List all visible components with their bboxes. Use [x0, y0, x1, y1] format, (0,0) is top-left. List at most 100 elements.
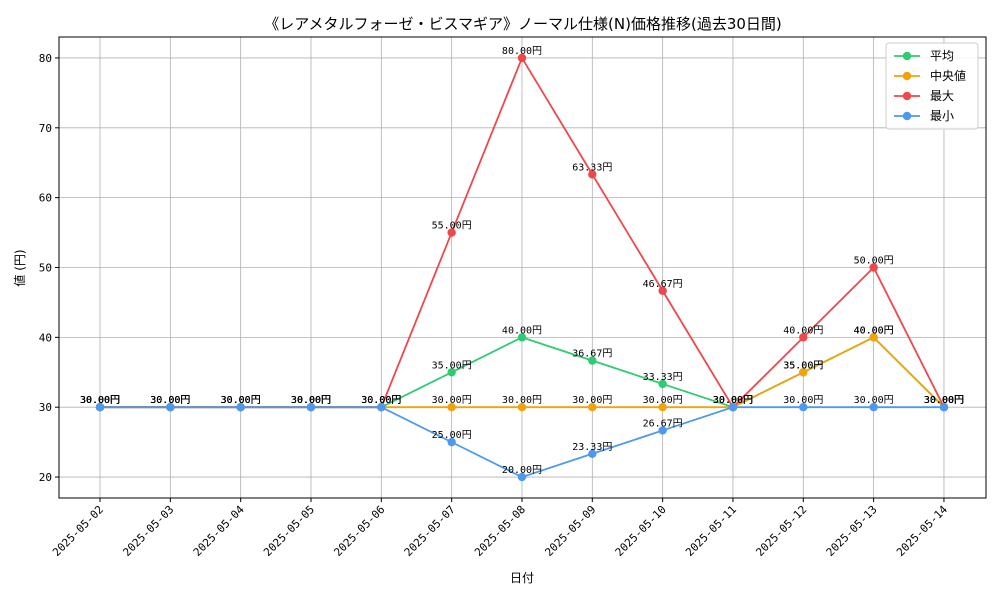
data-point — [447, 228, 456, 237]
y-tick-label: 50 — [39, 262, 52, 275]
data-point — [377, 402, 386, 412]
data-label: 30.00円 — [713, 395, 753, 406]
x-tick-label: 2025-05-04 — [191, 503, 247, 559]
data-point — [517, 402, 527, 412]
data-point — [658, 402, 667, 412]
data-point — [799, 402, 808, 412]
data-point — [447, 402, 456, 412]
x-axis-label: 日付 — [510, 571, 534, 585]
data-label: 30.00円 — [150, 395, 190, 406]
data-label: 30.00円 — [643, 395, 683, 406]
data-label: 30.00円 — [854, 395, 894, 406]
data-label: 30.00円 — [150, 395, 190, 406]
data-point — [728, 402, 738, 412]
data-label: 35.00円 — [783, 360, 823, 371]
data-label: 35.00円 — [783, 360, 823, 371]
data-point — [869, 263, 878, 272]
data-label: 55.00円 — [432, 221, 472, 232]
data-point — [588, 402, 597, 412]
x-tick-label: 2025-05-13 — [824, 503, 880, 559]
data-label: 30.00円 — [924, 395, 964, 406]
data-label: 20.00円 — [502, 465, 542, 476]
data-label: 30.00円 — [291, 395, 331, 406]
data-label: 23.33円 — [572, 442, 612, 453]
data-label: 80.00円 — [502, 46, 542, 57]
x-tick-label: 2025-05-06 — [331, 503, 387, 559]
data-label: 30.00円 — [713, 395, 753, 406]
data-label: 30.00円 — [572, 395, 612, 406]
legend-entry: 中央値 — [930, 68, 966, 83]
data-point — [939, 402, 949, 412]
data-point — [447, 437, 456, 447]
data-labels: 30.00円 30.00円 30.00円 30.00円 30.00円 35.00円 40.0… — [80, 46, 964, 476]
data-label: 30.00円 — [361, 395, 401, 406]
y-axis-ticks: 20 30 40 50 60 70 80 — [39, 52, 59, 484]
x-tick-label: 2025-05-14 — [894, 503, 950, 559]
data-point — [95, 402, 105, 412]
data-label: 50.00円 — [854, 256, 894, 267]
x-tick-label: 2025-05-12 — [753, 503, 809, 559]
data-label: 40.00円 — [854, 325, 894, 336]
data-point — [658, 426, 667, 435]
y-tick-label: 40 — [39, 331, 52, 344]
x-tick-label: 2025-05-05 — [261, 503, 317, 559]
data-point — [799, 333, 808, 342]
x-tick-label: 2025-05-07 — [402, 503, 458, 559]
legend-box — [885, 42, 979, 130]
data-label: 63.33円 — [572, 162, 612, 173]
x-tick-label: 2025-05-10 — [613, 503, 669, 559]
data-label: 30.00円 — [150, 395, 190, 406]
data-label: 30.00円 — [361, 395, 401, 406]
x-axis-ticks: 2025-05-02 2025-05-03 2025-05-04 2025-05-05… — [50, 498, 950, 559]
x-tick-label: 2025-05-03 — [120, 503, 176, 559]
data-point — [447, 368, 456, 377]
y-tick-label: 70 — [39, 122, 52, 135]
y-tick-label: 80 — [39, 52, 52, 65]
data-point — [236, 402, 245, 412]
data-label: 30.00円 — [361, 395, 401, 406]
legend-entry: 最大 — [930, 89, 954, 103]
data-label: 30.00円 — [221, 395, 261, 406]
data-point — [799, 368, 808, 377]
data-label: 36.67円 — [572, 349, 612, 360]
legend-swatch-marker — [902, 51, 912, 61]
data-label: 30.00円 — [291, 395, 331, 406]
data-label: 30.00円 — [291, 395, 331, 406]
legend-swatch-marker — [902, 71, 912, 81]
data-label: 30.00円 — [80, 395, 120, 406]
data-label: 33.33円 — [643, 372, 683, 383]
y-tick-label: 20 — [39, 471, 52, 484]
data-point — [588, 170, 597, 179]
x-tick-label: 2025-05-11 — [683, 503, 739, 559]
data-point — [306, 402, 316, 412]
data-point — [517, 472, 527, 482]
chart-title: 《レアメタルフォーゼ・ビスマギア》ノーマル仕様(N)価格推移(過去30日間) — [264, 15, 782, 33]
data-point — [658, 286, 667, 295]
data-label: 30.00円 — [291, 395, 331, 406]
data-label: 30.00円 — [924, 395, 964, 406]
data-point — [869, 402, 878, 412]
data-point — [588, 449, 597, 458]
data-label: 25.00円 — [432, 430, 472, 441]
data-label: 26.67円 — [643, 418, 683, 429]
data-label: 40.00円 — [783, 325, 823, 336]
grid — [59, 37, 986, 498]
data-label: 30.00円 — [150, 395, 190, 406]
data-label: 35.00円 — [432, 360, 472, 371]
data-label: 30.00円 — [80, 395, 120, 406]
data-label: 30.00円 — [924, 395, 964, 406]
data-point — [869, 333, 878, 342]
x-tick-label: 2025-05-08 — [472, 503, 528, 559]
data-label: 30.00円 — [502, 395, 542, 406]
data-label: 30.00円 — [713, 395, 753, 406]
data-label: 30.00円 — [221, 395, 261, 406]
data-point — [517, 53, 527, 63]
y-tick-label: 60 — [39, 192, 52, 205]
legend-swatch-marker — [902, 91, 912, 101]
series — [95, 53, 949, 482]
data-label: 30.00円 — [432, 395, 472, 406]
data-label: 30.00円 — [80, 395, 120, 406]
y-tick-label: 30 — [39, 401, 52, 414]
